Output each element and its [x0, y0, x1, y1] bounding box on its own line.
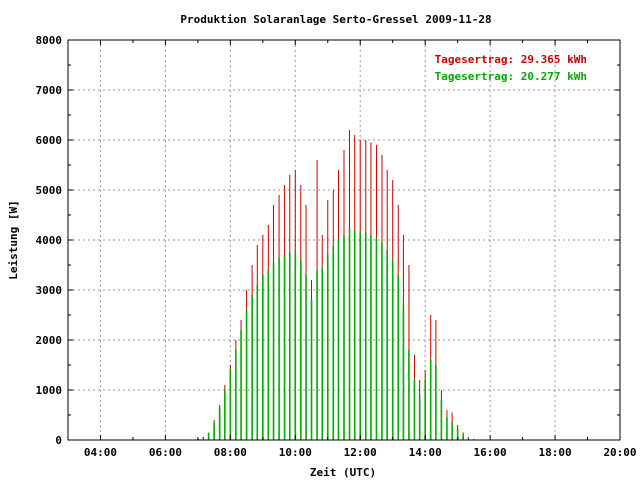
chart-title: Produktion Solaranlage Serto-Gressel 200… [180, 13, 491, 26]
y-tick-label: 8000 [36, 34, 63, 47]
y-tick-label: 5000 [36, 184, 63, 197]
x-tick-label: 16:00 [474, 446, 507, 459]
x-tick-label: 20:00 [603, 446, 636, 459]
y-axis-label: Leistung [W] [7, 200, 20, 279]
series-green-bars [197, 227, 475, 440]
y-tick-label: 3000 [36, 284, 63, 297]
y-tick-label: 7000 [36, 84, 63, 97]
y-tick-label: 0 [55, 434, 62, 447]
y-tick-label: 2000 [36, 334, 63, 347]
y-axis-ticks: 0 1000 2000 3000 4000 5000 6000 7000 8000 [36, 34, 620, 447]
x-tick-label: 10:00 [279, 446, 312, 459]
y-tick-label: 4000 [36, 234, 63, 247]
x-tick-label: 12:00 [344, 446, 377, 459]
y-tick-label: 1000 [36, 384, 63, 397]
x-tick-label: 14:00 [409, 446, 442, 459]
legend-entry-red: Tagesertrag: 29.365 kWh [435, 53, 587, 66]
series-red-bars [197, 130, 475, 440]
x-tick-label: 04:00 [84, 446, 117, 459]
x-tick-label: 06:00 [149, 446, 182, 459]
x-tick-label: 08:00 [214, 446, 247, 459]
x-tick-label: 18:00 [538, 446, 571, 459]
x-axis-ticks: 04:00 06:00 08:00 10:00 12:00 14:00 16:00 18:00… [84, 40, 637, 459]
y-tick-label: 6000 [36, 134, 63, 147]
legend-entry-green: Tagesertrag: 20.277 kWh [435, 70, 587, 83]
x-axis-label: Zeit (UTC) [310, 466, 376, 479]
